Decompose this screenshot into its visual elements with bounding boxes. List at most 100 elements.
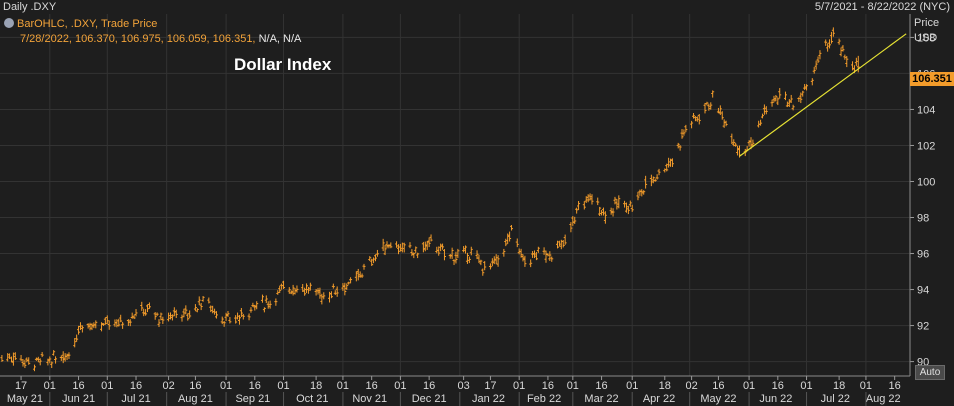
ohlc-bar xyxy=(467,256,471,264)
ohlc-bar xyxy=(381,238,385,252)
ohlc-bar xyxy=(169,312,173,320)
x-day-label: 17 xyxy=(484,380,496,392)
ohlc-bar xyxy=(13,352,17,361)
ohlc-bar xyxy=(201,296,205,302)
ohlc-bar xyxy=(94,320,98,329)
ohlc-bar xyxy=(241,313,245,320)
ohlc-bar xyxy=(598,206,602,216)
ohlc-bar xyxy=(306,286,310,294)
ohlc-bar xyxy=(707,103,711,111)
ohlc-bar xyxy=(584,196,588,203)
ohlc-bar xyxy=(226,310,230,317)
x-month-label: May 21 xyxy=(7,393,43,405)
x-day-label: 18 xyxy=(659,380,671,392)
ohlc-bar xyxy=(684,124,688,133)
ohlc-bar xyxy=(626,205,630,215)
x-day-label: 16 xyxy=(889,380,901,392)
ohlc-bar xyxy=(588,193,592,201)
ohlc-bar xyxy=(186,313,190,321)
ohlc-bar xyxy=(550,256,554,262)
ohlc-values: 7/28/2022, 106.370, 106.975, 106.059, 10… xyxy=(20,33,256,45)
x-month-label: Mar 22 xyxy=(584,393,618,405)
ohlc-bar xyxy=(48,356,52,364)
ohlc-bar xyxy=(412,252,416,259)
ohlc-bar xyxy=(197,296,201,306)
chart-title: Daily .DXY xyxy=(3,1,57,13)
ohlc-bar xyxy=(78,322,82,331)
ohlc-bar xyxy=(126,319,130,326)
ohlc-bar xyxy=(515,238,519,248)
ohlc-bar xyxy=(182,308,186,318)
ohlc-bar xyxy=(408,242,412,249)
ohlc-bar xyxy=(157,319,161,328)
ohlc-bar xyxy=(400,242,404,253)
ohlc-bar xyxy=(623,200,627,208)
series-settings-icon[interactable] xyxy=(4,18,14,28)
ohlc-bar xyxy=(389,242,393,249)
ohlc-bar xyxy=(575,207,579,214)
ohlc-bar xyxy=(132,314,136,320)
ohlc-bar xyxy=(563,234,567,245)
ohlc-bar xyxy=(778,88,782,99)
ohlc-bar xyxy=(211,305,215,314)
x-day-label: 16 xyxy=(189,380,201,392)
ohlc-bar xyxy=(262,307,266,313)
ohlc-bar xyxy=(32,364,36,372)
x-month-label: Jul 22 xyxy=(821,393,850,405)
y-tick-label: 98 xyxy=(917,213,929,225)
ohlc-bar xyxy=(362,263,366,270)
ohlc-bar xyxy=(174,309,178,319)
date-range: 5/7/2021 - 8/22/2022 (NYC) xyxy=(814,1,950,13)
ohlc-bar xyxy=(709,102,713,110)
ohlc-bar xyxy=(236,312,240,320)
ohlc-bar xyxy=(839,47,843,57)
ohlc-bar xyxy=(253,304,257,311)
ohlc-bar xyxy=(644,175,648,189)
x-day-label: 18 xyxy=(310,380,322,392)
auto-scale-button[interactable]: Auto xyxy=(915,365,945,380)
ohlc-bar xyxy=(385,241,389,249)
x-month-label: Aug 22 xyxy=(866,393,901,405)
ohlc-bar xyxy=(577,201,581,211)
ohlc-bar xyxy=(774,95,778,102)
ohlc-bar xyxy=(105,315,109,324)
y-tick-label: 104 xyxy=(917,104,935,116)
ohlc-bar xyxy=(170,314,174,321)
y-tick-label: 96 xyxy=(917,249,929,261)
ohlc-bar xyxy=(19,354,23,362)
x-month-label: Sep 21 xyxy=(235,393,270,405)
x-day-label: 16 xyxy=(542,380,554,392)
ohlc-bar xyxy=(854,57,858,66)
ohlc-bar xyxy=(450,247,454,259)
ohlc-bar xyxy=(828,39,832,49)
ohlc-bar xyxy=(119,314,123,323)
ohlc-bar xyxy=(222,320,226,327)
x-month-label: Dec 21 xyxy=(412,393,447,405)
ohlc-bar xyxy=(347,281,351,285)
ohlc-bar xyxy=(184,305,188,315)
ohlc-bar xyxy=(228,317,232,324)
ohlc-bar xyxy=(86,323,90,329)
ohlc-bar xyxy=(669,158,673,167)
x-day-label: 16 xyxy=(712,380,724,392)
ohlc-bar xyxy=(370,258,374,266)
ohlc-bar xyxy=(423,241,427,252)
ohlc-bar xyxy=(80,325,84,333)
ohlc-bar xyxy=(155,312,159,317)
ohlc-bar xyxy=(416,252,420,259)
series-legend[interactable]: BarOHLC, .DXY, Trade Price 7/28/2022, 10… xyxy=(4,18,301,48)
x-day-label: 16 xyxy=(772,380,784,392)
ohlc-bar xyxy=(9,356,13,363)
ohlc-bar xyxy=(529,259,533,268)
ohlc-bar xyxy=(682,129,686,136)
x-day-label: 01 xyxy=(220,380,232,392)
ohlc-bar xyxy=(720,111,724,120)
ohlc-bar xyxy=(692,112,696,119)
ohlc-bar xyxy=(555,240,559,249)
ohlc-bar xyxy=(268,300,272,309)
ohlc-bar xyxy=(140,301,144,311)
ohlc-bar xyxy=(142,308,146,317)
ohlc-bar xyxy=(814,60,818,70)
ohlc-bar xyxy=(653,178,657,182)
